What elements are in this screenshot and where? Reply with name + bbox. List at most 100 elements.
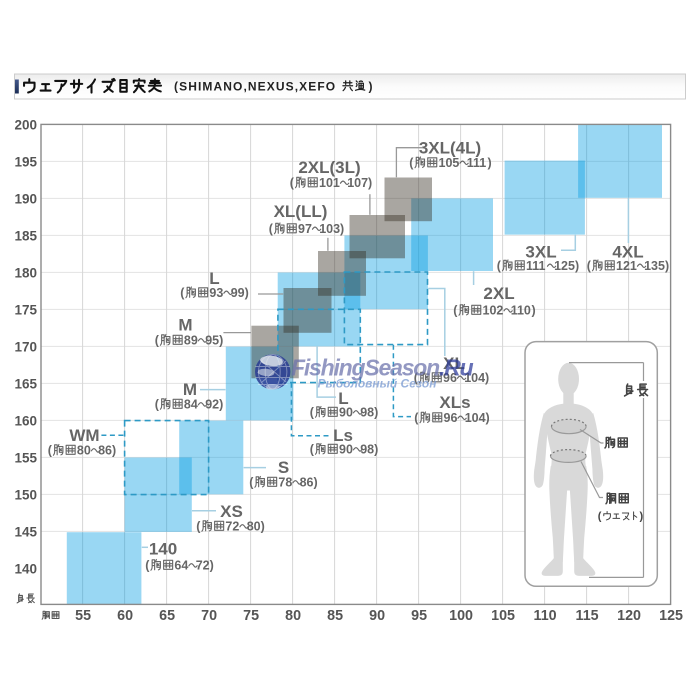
svg-text:100: 100 [449,608,473,624]
svg-text:121: 121 [616,259,637,273]
svg-text:86: 86 [98,444,112,458]
svg-text:): ) [665,259,669,273]
svg-text:): ) [486,411,490,425]
svg-text:): ) [532,304,536,318]
svg-text:): ) [374,443,378,457]
svg-text:110: 110 [534,608,557,624]
svg-text:): ) [368,176,372,190]
svg-text:55: 55 [75,608,91,624]
svg-text:145: 145 [14,525,37,540]
svg-text:92: 92 [205,398,219,412]
svg-text:): ) [245,286,249,300]
svg-text:(: ( [409,156,414,170]
svg-text:180: 180 [14,266,37,281]
svg-text:90: 90 [339,443,353,457]
svg-text:(: ( [598,511,602,523]
svg-text:Ls: Ls [333,426,353,445]
svg-text:): ) [219,398,223,412]
svg-text:65: 65 [159,608,175,624]
svg-text:WM: WM [69,426,99,445]
svg-text:90: 90 [369,608,385,624]
svg-text:95: 95 [411,608,427,624]
svg-text:): ) [112,444,116,458]
svg-text:140: 140 [149,540,177,559]
svg-text:(: ( [155,334,160,348]
svg-text:110: 110 [511,304,531,318]
svg-text:160: 160 [14,414,37,429]
svg-text:75: 75 [243,608,259,624]
svg-text:89: 89 [184,334,198,348]
svg-text:190: 190 [14,192,37,207]
svg-text:(SHIMANO,NEXUS,XEFO: (SHIMANO,NEXUS,XEFO [174,80,336,94]
svg-text:(: ( [48,444,53,458]
svg-text:99: 99 [231,286,245,300]
svg-text:(: ( [196,520,201,534]
svg-text:85: 85 [327,608,343,624]
svg-text:115: 115 [576,608,599,624]
svg-text:105: 105 [439,156,460,170]
svg-text:93: 93 [209,286,223,300]
svg-text:200: 200 [14,118,37,133]
svg-text:XLs: XLs [439,393,470,412]
svg-text:185: 185 [14,229,37,244]
svg-text:60: 60 [117,608,133,624]
svg-text:): ) [210,559,214,573]
svg-text:): ) [261,520,265,534]
svg-text:(: ( [497,259,502,273]
svg-text:72: 72 [196,559,210,573]
svg-text:): ) [369,80,373,94]
svg-text:(: ( [310,443,315,457]
svg-text:103: 103 [319,222,340,236]
svg-text:(: ( [414,411,419,425]
svg-text:S: S [278,458,289,477]
svg-text:96: 96 [444,411,458,425]
svg-text:3XL(4L): 3XL(4L) [419,139,481,158]
svg-text:170: 170 [14,340,37,355]
svg-text:95: 95 [205,334,219,348]
svg-text:4XL: 4XL [612,243,643,262]
svg-text:): ) [485,371,489,385]
svg-text:): ) [640,511,644,523]
svg-text:102: 102 [483,304,504,318]
svg-text:): ) [488,156,492,170]
svg-text:): ) [374,406,378,420]
svg-text:104: 104 [465,411,486,425]
svg-text:104: 104 [464,371,485,385]
svg-text:84: 84 [184,398,198,412]
svg-text:(: ( [249,476,254,490]
svg-text:195: 195 [14,155,37,170]
svg-text:L: L [338,389,348,408]
svg-text:80: 80 [247,520,261,534]
svg-text:105: 105 [491,608,515,624]
svg-text:125: 125 [659,608,683,624]
svg-text:M: M [178,316,192,335]
svg-text:125: 125 [554,259,575,273]
svg-text:(: ( [180,286,185,300]
svg-text:M: M [183,380,197,399]
svg-text:86: 86 [300,476,314,490]
svg-text:80: 80 [77,444,91,458]
svg-text:XL(LL): XL(LL) [274,202,328,221]
svg-text:107: 107 [347,176,368,190]
svg-text:Рыболовный Сезон: Рыболовный Сезон [318,377,438,391]
svg-text:80: 80 [285,608,301,624]
svg-text:2XL: 2XL [483,284,514,303]
svg-text:L: L [209,269,219,288]
svg-text:72: 72 [225,520,239,534]
svg-text:FishingSeason.Ru: FishingSeason.Ru [291,355,474,381]
svg-text:(: ( [290,176,295,190]
svg-text:96: 96 [443,371,457,385]
svg-text:(: ( [310,406,315,420]
svg-text:): ) [340,222,344,236]
svg-text:175: 175 [14,303,37,318]
svg-text:101: 101 [319,176,340,190]
svg-text:111: 111 [467,156,487,170]
svg-text:XL: XL [443,354,465,373]
svg-text:135: 135 [644,259,665,273]
svg-text:(: ( [453,304,458,318]
svg-text:98: 98 [360,443,374,457]
svg-text:64: 64 [174,559,188,573]
svg-text:(: ( [269,222,274,236]
svg-text:90: 90 [339,406,353,420]
svg-text:70: 70 [201,608,217,624]
